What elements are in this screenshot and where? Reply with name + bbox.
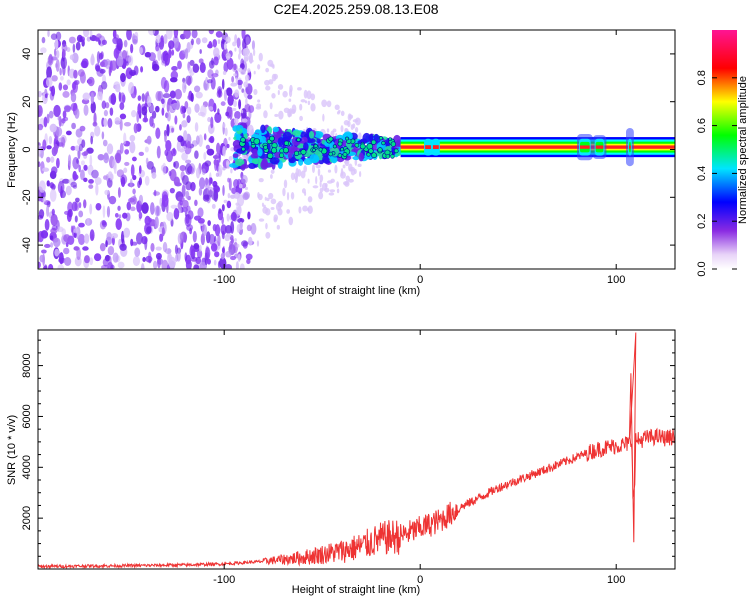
spectrogram-y-tick-label: 0 xyxy=(21,146,33,152)
colorbar: 0.0 0.2 0.4 0.6 0.8 Normalized spectral ampl… xyxy=(696,30,749,277)
spectrogram-x-label: Height of straight line (km) xyxy=(292,285,420,297)
snr-series-line xyxy=(38,332,675,569)
snr-panel: -100 0 100 2000 4000 6000 8000 Height of stra… xyxy=(6,329,676,596)
snr-x-axis: -100 0 100 xyxy=(213,330,625,586)
snr-x-tick-label: 0 xyxy=(417,574,423,586)
colorbar-tick-label: 0.6 xyxy=(696,118,708,133)
colorbar-ticks: 0.0 0.2 0.4 0.6 0.8 xyxy=(696,70,737,277)
snr-y-tick-label: 2000 xyxy=(21,506,33,530)
colorbar-tick-label: 0.4 xyxy=(696,166,708,181)
snr-plot-area xyxy=(38,332,675,569)
colorbar-tick-label: 0.2 xyxy=(696,214,708,229)
snr-x-tick-label: 100 xyxy=(607,574,625,586)
snr-y-tick-label: 4000 xyxy=(21,455,33,479)
colorbar-tick-label: 0.8 xyxy=(696,70,708,85)
spectrogram-x-tick-label: 100 xyxy=(607,274,625,286)
snr-x-label: Height of straight line (km) xyxy=(292,584,420,596)
spectrogram-y-tick-label: -20 xyxy=(21,189,33,205)
snr-y-axis: 2000 4000 6000 8000 xyxy=(21,339,675,557)
spectrogram-y-axis: -40 -20 0 20 40 xyxy=(21,48,675,253)
colorbar-label: Normalized spectral amplitude xyxy=(737,76,749,224)
spectrogram-image xyxy=(38,30,675,269)
spectrogram-y-tick-label: 20 xyxy=(21,96,33,108)
spectrogram-y-tick-label: 40 xyxy=(21,48,33,60)
figure-title: C2E4.2025.259.08.13.E08 xyxy=(273,1,438,17)
snr-x-tick-label: -100 xyxy=(213,574,235,586)
spectrogram-x-tick-label: -100 xyxy=(213,274,235,286)
spectrogram-panel: -100 0 100 -40 -20 0 20 40 Height of straight … xyxy=(6,29,676,297)
spectrogram-y-tick-label: -40 xyxy=(21,237,33,253)
colorbar-gradient xyxy=(712,30,737,269)
spectrogram-y-label: Frequency (Hz) xyxy=(6,112,18,188)
spectrogram-x-axis: -100 0 100 xyxy=(213,30,625,286)
spectrogram-x-tick-label: 0 xyxy=(417,274,423,286)
snr-y-tick-label: 6000 xyxy=(21,404,33,428)
snr-y-label: SNR (10 * v/v) xyxy=(6,415,18,485)
colorbar-tick-label: 0.0 xyxy=(696,261,708,276)
snr-y-tick-label: 8000 xyxy=(21,353,33,377)
snr-frame xyxy=(37,329,676,570)
